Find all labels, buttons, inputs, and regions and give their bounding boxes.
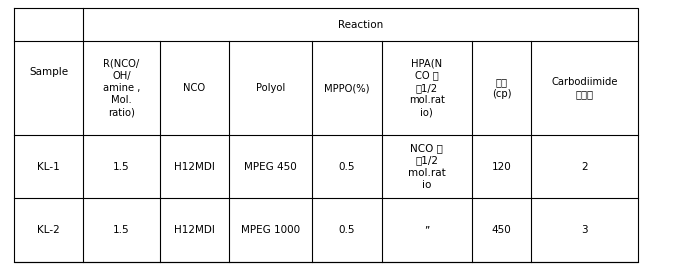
Text: KL-1: KL-1 bbox=[37, 162, 60, 172]
Text: 3: 3 bbox=[582, 225, 588, 235]
Text: 0.5: 0.5 bbox=[339, 162, 355, 172]
Text: 1.5: 1.5 bbox=[113, 162, 130, 172]
Text: MPEG 1000: MPEG 1000 bbox=[241, 225, 301, 235]
Text: NCO: NCO bbox=[183, 83, 205, 93]
Text: NCO 대
비1/2
mol.rat
io: NCO 대 비1/2 mol.rat io bbox=[408, 143, 446, 190]
Text: R(NCO/
OH/
amine ,
Mol.
ratio): R(NCO/ OH/ amine , Mol. ratio) bbox=[103, 58, 140, 118]
Text: Carbodiimide
구조수: Carbodiimide 구조수 bbox=[552, 77, 618, 99]
Text: KL-2: KL-2 bbox=[37, 225, 60, 235]
Text: H12MDI: H12MDI bbox=[174, 225, 214, 235]
Text: MPEG 450: MPEG 450 bbox=[244, 162, 297, 172]
Text: Reaction: Reaction bbox=[338, 20, 384, 30]
Text: 점도
(cp): 점도 (cp) bbox=[491, 77, 511, 99]
Text: Polyol: Polyol bbox=[256, 83, 285, 93]
Text: ”: ” bbox=[424, 225, 430, 235]
Text: 1.5: 1.5 bbox=[113, 225, 130, 235]
Text: H12MDI: H12MDI bbox=[174, 162, 214, 172]
Text: MPPO(%): MPPO(%) bbox=[324, 83, 370, 93]
Text: 2: 2 bbox=[582, 162, 588, 172]
Text: 0.5: 0.5 bbox=[339, 225, 355, 235]
Text: HPA(N
CO 대
비1/2
mol.rat
io): HPA(N CO 대 비1/2 mol.rat io) bbox=[409, 58, 445, 118]
Text: 120: 120 bbox=[491, 162, 511, 172]
Text: Sample: Sample bbox=[29, 66, 68, 77]
Text: 450: 450 bbox=[491, 225, 511, 235]
